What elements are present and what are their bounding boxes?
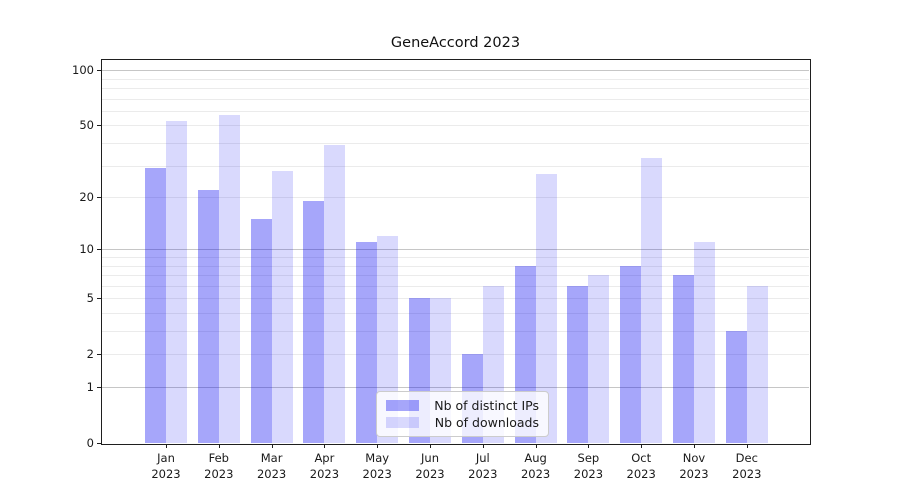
minor-gridline: [102, 257, 809, 258]
minor-gridline: [102, 313, 809, 314]
minor-gridline: [102, 98, 809, 100]
bar-nb-of-distinct-ips-apr: [303, 201, 325, 443]
bar-nb-of-distinct-ips-dec: [725, 331, 747, 443]
x-axis-tick: [588, 444, 590, 448]
y-axis-tick: [97, 249, 101, 251]
x-tick-label: Oct 2023: [626, 451, 656, 481]
legend-label: Nb of downloads: [434, 415, 539, 430]
bar-nb-of-distinct-ips-jan: [145, 168, 166, 443]
y-axis-tick: [97, 387, 101, 388]
x-axis-tick: [641, 444, 643, 448]
minor-gridline: [102, 298, 809, 300]
y-tick-label: 20: [79, 190, 94, 205]
bar-nb-of-downloads-jan: [166, 120, 187, 443]
x-axis-tick: [482, 444, 484, 448]
bar-nb-of-downloads-mar: [271, 171, 293, 443]
minor-gridline: [102, 110, 809, 112]
legend: Nb of distinct IPs Nb of downloads: [376, 391, 549, 437]
x-tick-label: Mar 2023: [256, 451, 287, 481]
legend-swatch-icon: [386, 400, 419, 411]
y-axis-tick: [97, 125, 101, 127]
x-tick-label: Jul 2023: [468, 451, 498, 481]
bar-nb-of-downloads-feb: [218, 115, 240, 443]
bar-nb-of-downloads-oct: [641, 158, 663, 443]
chart-title: GeneAccord 2023: [390, 35, 521, 51]
bar-nb-of-distinct-ips-sep: [567, 285, 589, 443]
minor-gridline: [102, 265, 809, 267]
major-gridline: [102, 387, 809, 388]
major-gridline: [102, 249, 809, 251]
y-axis-tick: [97, 443, 101, 444]
minor-gridline: [102, 125, 809, 127]
x-axis-tick: [746, 444, 748, 448]
minor-gridline: [102, 331, 809, 332]
x-axis-tick: [694, 444, 695, 448]
major-gridline: [102, 70, 809, 72]
x-tick-label: Aug 2023: [520, 451, 551, 481]
legend-item: Nb of downloads: [386, 415, 539, 430]
x-tick-label: Dec 2023: [732, 451, 762, 481]
x-axis-tick: [324, 444, 326, 448]
minor-gridline: [102, 78, 809, 80]
legend-item: Nb of distinct IPs: [386, 398, 539, 413]
bar-nb-of-downloads-dec: [746, 285, 768, 443]
y-tick-label: 100: [72, 63, 94, 78]
y-tick-label: 10: [79, 242, 94, 257]
x-tick-label: Jan 2023: [151, 451, 181, 481]
x-tick-label: Apr 2023: [309, 451, 340, 481]
bar-nb-of-downloads-sep: [588, 275, 610, 443]
x-axis-tick: [535, 444, 537, 448]
bar-nb-of-distinct-ips-may: [356, 242, 378, 443]
bar-nb-of-distinct-ips-feb: [197, 189, 219, 443]
x-tick-label: Sep 2023: [573, 451, 604, 481]
bar-nb-of-downloads-nov: [694, 242, 715, 443]
x-axis-tick: [166, 444, 167, 448]
minor-gridline: [102, 354, 809, 356]
x-axis-tick: [271, 444, 273, 448]
x-tick-label: Feb 2023: [204, 451, 234, 481]
bar-nb-of-downloads-apr: [324, 145, 346, 443]
minor-gridline: [102, 143, 809, 144]
minor-gridline: [102, 285, 809, 287]
minor-gridline: [102, 197, 809, 199]
y-tick-label: 1: [86, 380, 94, 394]
x-tick-label: May 2023: [362, 451, 392, 481]
x-axis-tick: [377, 444, 379, 448]
bar-nb-of-downloads-aug: [535, 173, 557, 443]
legend-swatch-icon: [386, 417, 419, 428]
y-tick-label: 0: [86, 436, 94, 450]
y-tick-label: 2: [86, 347, 94, 362]
x-axis-tick: [430, 444, 431, 448]
bar-nb-of-distinct-ips-mar: [250, 219, 272, 443]
bar-nb-of-distinct-ips-oct: [620, 265, 642, 443]
x-axis-tick: [218, 444, 220, 448]
x-tick-label: Nov 2023: [679, 451, 709, 481]
bar-nb-of-distinct-ips-nov: [673, 275, 694, 443]
x-tick-label: Jun 2023: [415, 451, 445, 481]
y-tick-label: 50: [79, 118, 94, 133]
minor-gridline: [102, 165, 809, 167]
minor-gridline: [102, 275, 809, 276]
minor-gridline: [102, 88, 809, 89]
y-axis-tick: [97, 298, 101, 300]
y-tick-label: 5: [86, 291, 94, 306]
legend-label: Nb of distinct IPs: [434, 398, 539, 413]
y-axis-tick: [97, 197, 101, 199]
y-axis-tick: [97, 70, 101, 72]
y-axis-tick: [97, 354, 101, 356]
